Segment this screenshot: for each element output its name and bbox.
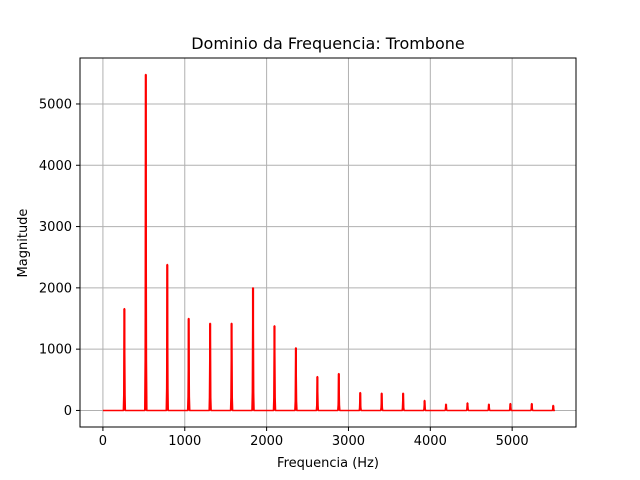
y-tick-label: 1000 — [39, 343, 72, 358]
x-axis-label: Frequencia (Hz) — [277, 456, 379, 471]
y-tick-label: 4000 — [39, 159, 72, 174]
y-tick-label: 2000 — [39, 281, 72, 296]
y-tick-label: 5000 — [39, 97, 72, 112]
x-tick-label: 0 — [99, 434, 107, 449]
x-tick-label: 1000 — [168, 434, 201, 449]
x-tick-label: 3000 — [332, 434, 365, 449]
axes-frame — [79, 57, 577, 428]
y-tick-label: 0 — [64, 404, 72, 419]
chart-title: Dominio da Frequencia: Trombone — [191, 34, 465, 53]
y-axis-ticks: 0 1000 2000 3000 4000 5000 — [39, 97, 80, 419]
x-tick-label: 4000 — [414, 434, 447, 449]
y-tick-label: 3000 — [39, 220, 72, 235]
x-axis-ticks: 0 1000 2000 3000 4000 5000 — [99, 427, 529, 449]
x-tick-label: 2000 — [250, 434, 283, 449]
x-tick-label: 5000 — [496, 434, 529, 449]
y-axis-label: Magnitude — [16, 209, 31, 278]
series-layer — [102, 73, 555, 412]
